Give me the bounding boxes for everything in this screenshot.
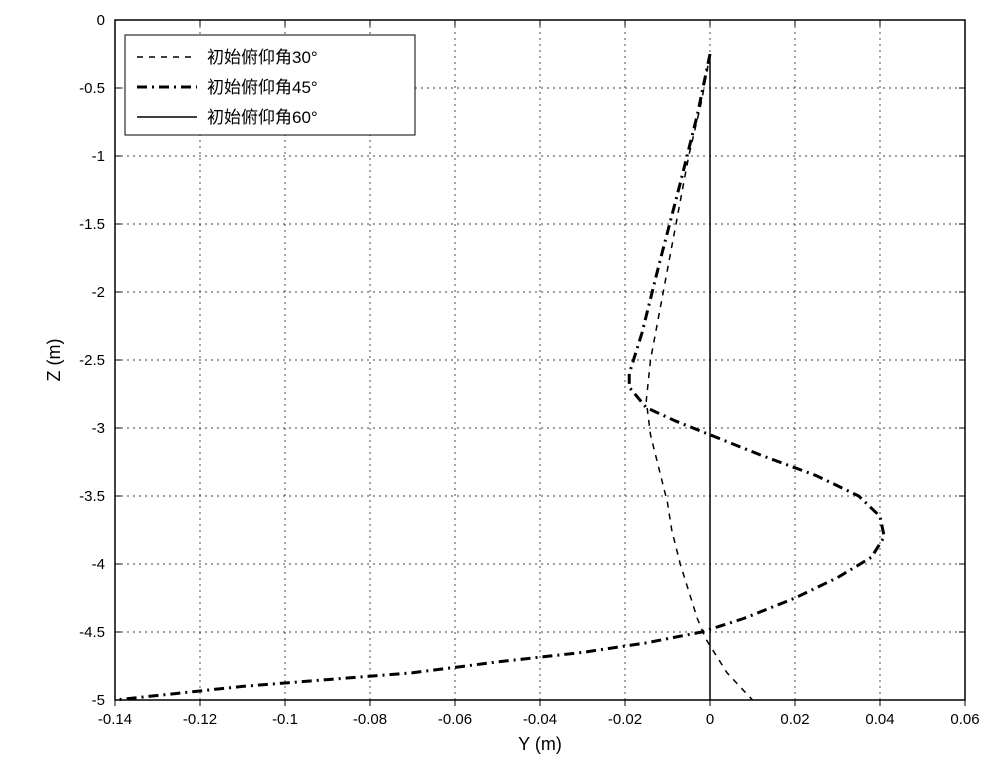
x-tick-label: -0.02 xyxy=(608,711,642,728)
x-tick-label: -0.04 xyxy=(523,711,557,728)
x-tick-label: -0.08 xyxy=(353,711,387,728)
y-axis-label: Z (m) xyxy=(44,339,64,382)
y-tick-label: -3.5 xyxy=(79,488,105,505)
y-tick-label: -3 xyxy=(92,420,105,437)
trajectory-chart: -0.14 -0.12 -0.1 -0.08 -0.06 -0.04 -0.02 0 0.02 0… xyxy=(0,0,1000,781)
y-tick-label: -5 xyxy=(92,692,105,709)
y-tick-label: -2 xyxy=(92,284,105,301)
legend-label: 初始俯仰角45° xyxy=(207,78,318,97)
x-axis-label: Y (m) xyxy=(518,734,562,754)
x-tick-label: 0.04 xyxy=(865,711,894,728)
y-tick-label: -4.5 xyxy=(79,624,105,641)
x-tick-label: -0.1 xyxy=(272,711,298,728)
legend-label: 初始俯仰角60° xyxy=(207,108,318,127)
y-tick-label: -1 xyxy=(92,148,105,165)
x-tick-label: 0.06 xyxy=(950,711,979,728)
x-tick-label: -0.12 xyxy=(183,711,217,728)
chart-container: -0.14 -0.12 -0.1 -0.08 -0.06 -0.04 -0.02 0 0.02 0… xyxy=(0,0,1000,781)
y-tick-label: -1.5 xyxy=(79,216,105,233)
x-tick-label: -0.06 xyxy=(438,711,472,728)
legend-label: 初始俯仰角30° xyxy=(207,48,318,67)
x-tick-label: -0.14 xyxy=(98,711,132,728)
x-tick-label: 0.02 xyxy=(780,711,809,728)
y-tick-label: -0.5 xyxy=(79,80,105,97)
y-tick-label: -2.5 xyxy=(79,352,105,369)
x-tick-label: 0 xyxy=(706,711,714,728)
y-tick-label: -4 xyxy=(92,556,105,573)
y-tick-label: 0 xyxy=(97,12,105,29)
